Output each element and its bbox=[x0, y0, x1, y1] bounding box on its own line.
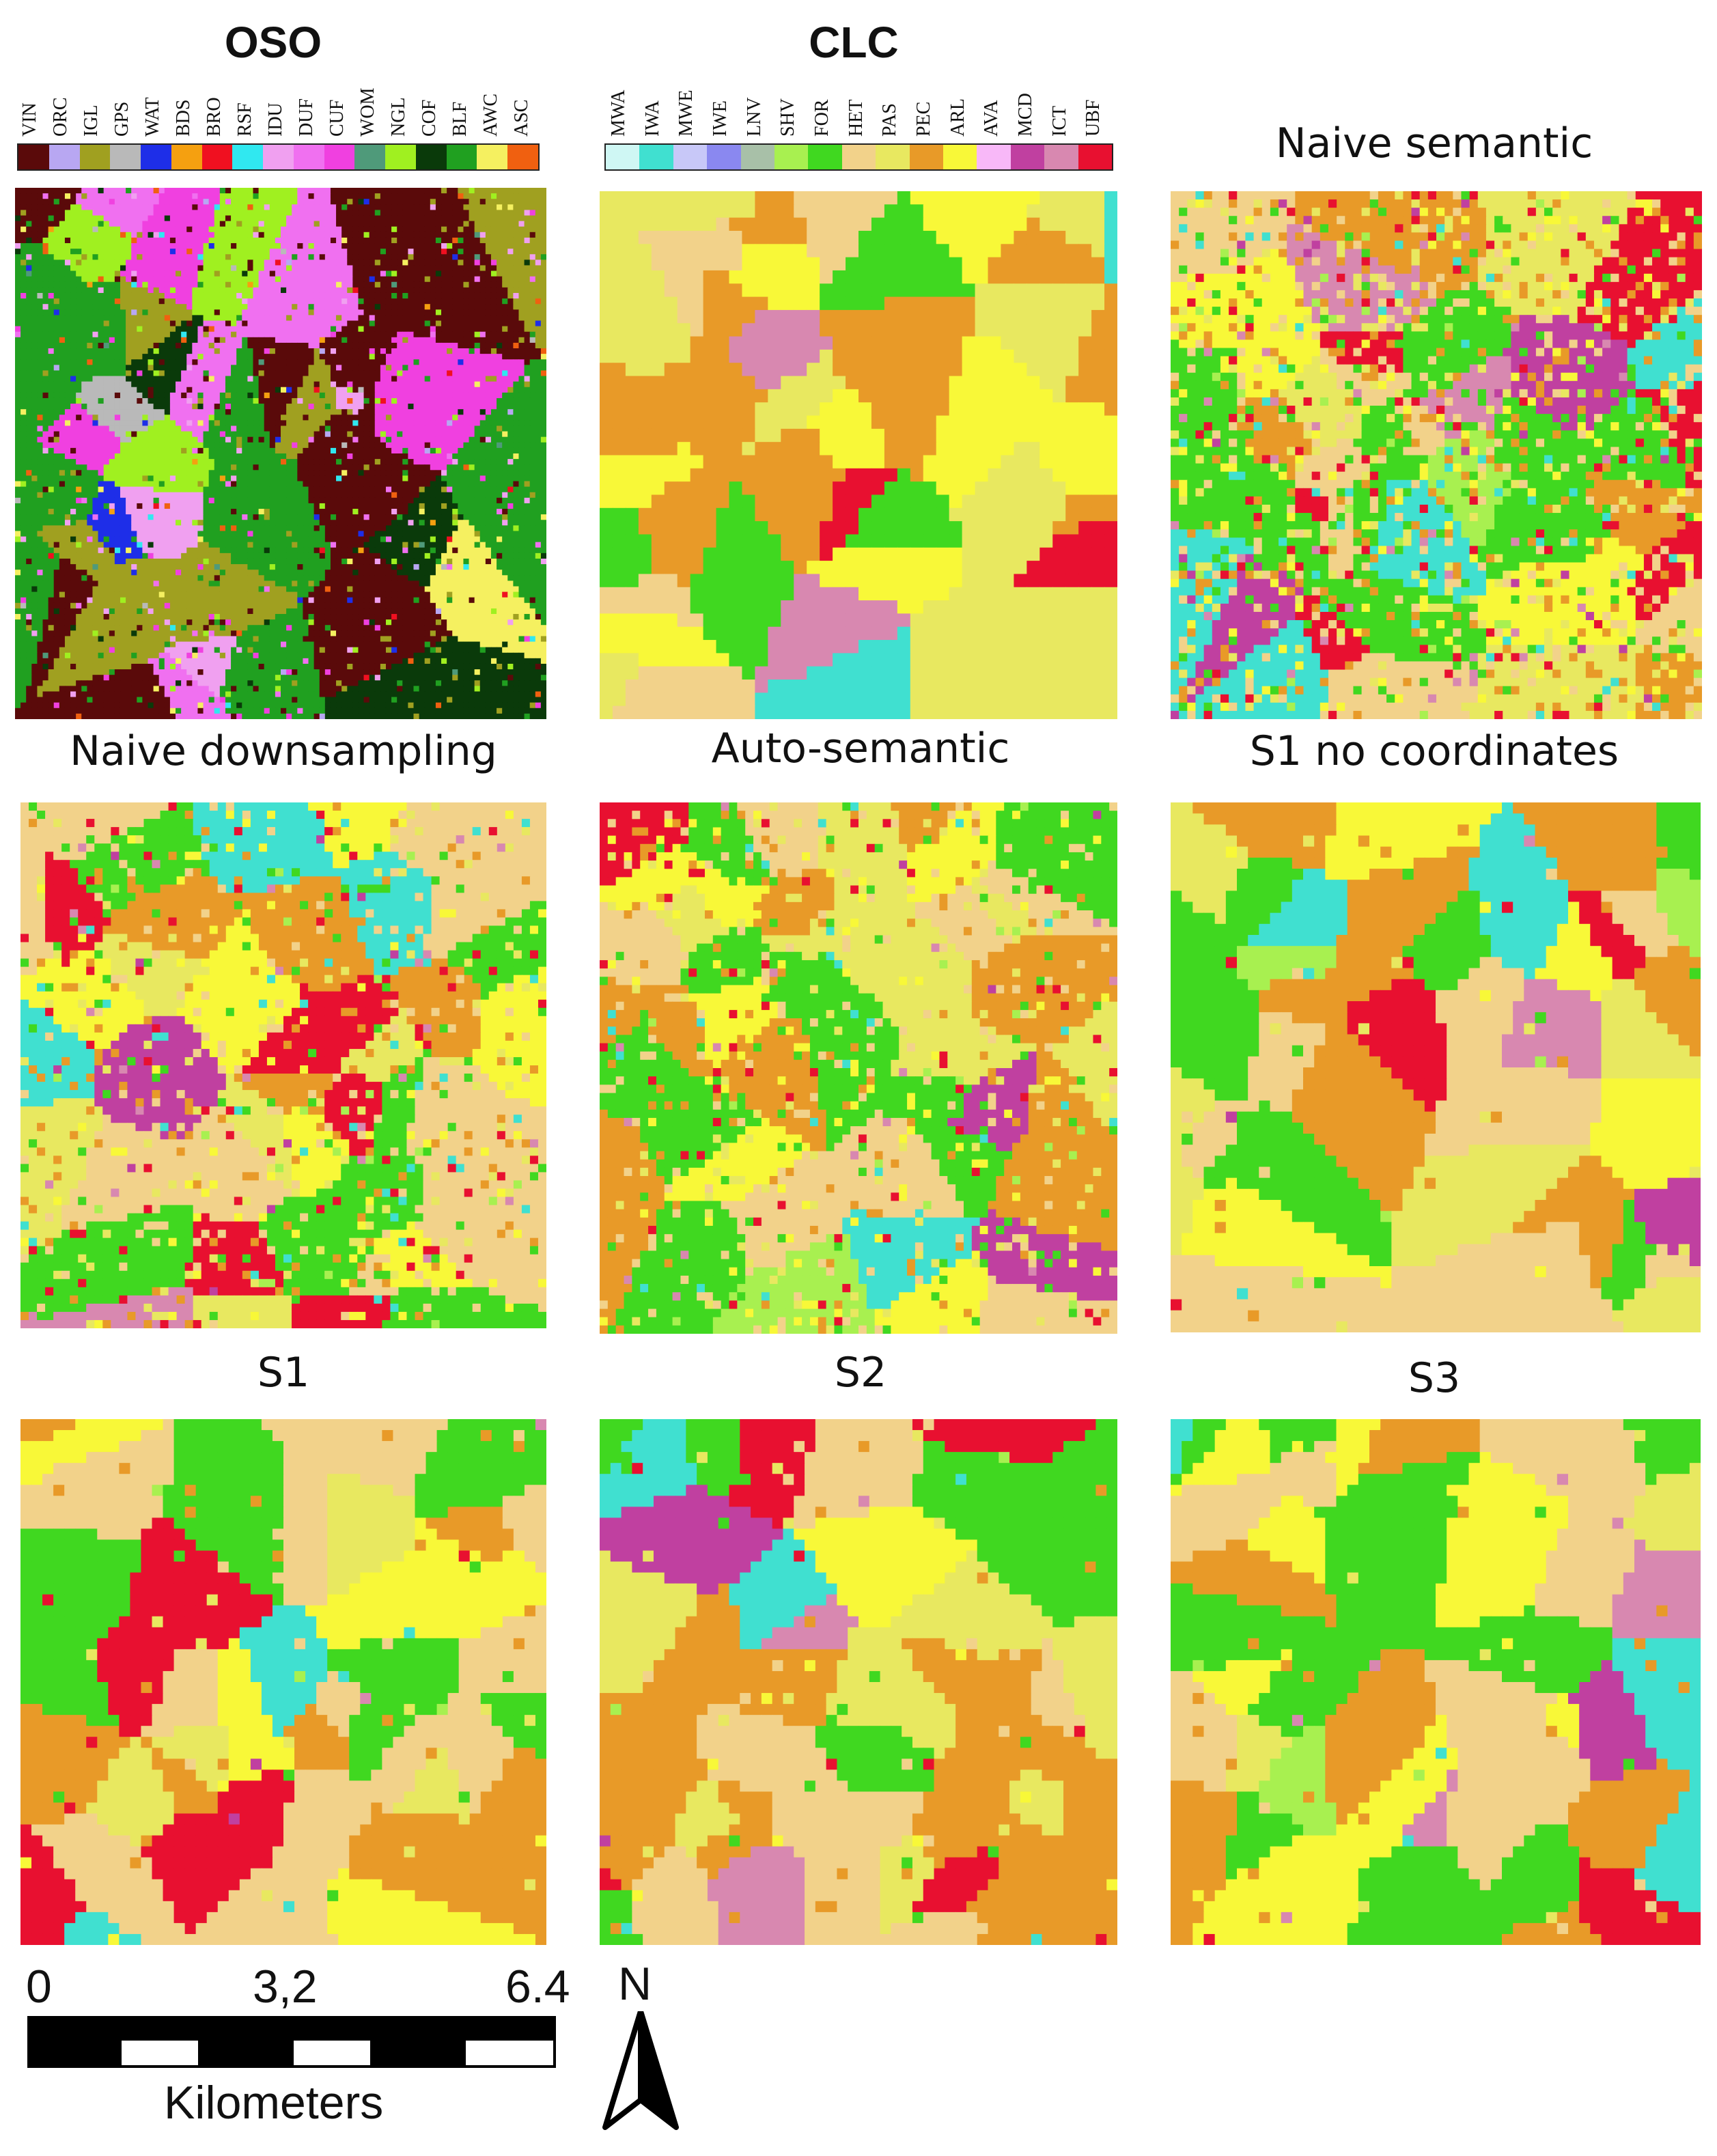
legend-label-rsf: RSF bbox=[234, 102, 256, 137]
clc-title: CLC bbox=[785, 20, 922, 64]
legend-swatch-rsf bbox=[232, 145, 264, 169]
auto-semantic-map bbox=[600, 802, 1117, 1334]
legend-swatch-igl bbox=[79, 145, 111, 169]
legend-label-pas: PAS bbox=[879, 103, 901, 137]
legend-swatch-shv bbox=[774, 145, 809, 169]
legend-swatch-cuf bbox=[324, 145, 355, 169]
oso-legend: VIN ORC IGL GPS WAT BDS BRO RSF IDU DUF CUF WOM NGL C… bbox=[17, 68, 540, 178]
legend-swatch-gps bbox=[110, 145, 141, 169]
legend-label-wom: WOM bbox=[357, 87, 379, 137]
s1-map bbox=[20, 1419, 546, 1945]
legend-label-ngl: NGL bbox=[388, 97, 410, 137]
auto-semantic-title: Auto-semantic bbox=[601, 728, 1120, 769]
north-label: N bbox=[618, 1957, 652, 2011]
naive-semantic-title: Naive semantic bbox=[1171, 123, 1697, 164]
legend-swatch-bds bbox=[171, 145, 202, 169]
legend-label-igl: IGL bbox=[81, 104, 102, 137]
legend-swatch-orc bbox=[48, 145, 80, 169]
legend-swatch-bro bbox=[201, 145, 233, 169]
legend-label-pec: PEC bbox=[913, 102, 935, 137]
legend-swatch-blf bbox=[446, 145, 477, 169]
legend-swatch-cof bbox=[415, 145, 447, 169]
legend-label-orc: ORC bbox=[50, 97, 72, 137]
legend-swatch-mcd bbox=[1010, 145, 1045, 169]
legend-label-mcd: MCD bbox=[1015, 93, 1037, 137]
legend-swatch-wat bbox=[141, 145, 171, 169]
legend-swatch-pas bbox=[876, 145, 910, 169]
scale-bar bbox=[27, 2016, 556, 2068]
legend-label-blf: BLF bbox=[449, 102, 471, 137]
s3-title: S3 bbox=[1171, 1358, 1697, 1399]
scale-tick-max: 6.4 bbox=[505, 1960, 570, 2013]
legend-swatch-ict bbox=[1044, 145, 1078, 169]
s2-map bbox=[600, 1419, 1117, 1945]
legend-label-duf: DUF bbox=[296, 98, 318, 137]
legend-label-lnv: LNV bbox=[744, 97, 766, 137]
legend-label-iwa: IWA bbox=[642, 100, 664, 137]
s3-map bbox=[1171, 1419, 1701, 1945]
naive-downsampling-title: Naive downsampling bbox=[20, 731, 546, 772]
legend-label-bro: BRO bbox=[204, 97, 225, 137]
legend-swatch-idu bbox=[263, 145, 294, 169]
legend-label-asc: ASC bbox=[511, 100, 533, 137]
legend-swatch-ngl bbox=[385, 145, 416, 169]
legend-swatch-pec bbox=[909, 145, 944, 169]
scale-tick-mid: 3,2 bbox=[253, 1960, 318, 2013]
legend-label-cof: COF bbox=[419, 100, 441, 137]
legend-label-idu: IDU bbox=[265, 102, 287, 137]
naive-semantic-map bbox=[1171, 191, 1702, 719]
s1-no-coordinates-title: S1 no coordinates bbox=[1171, 731, 1697, 772]
oso-map bbox=[15, 188, 546, 719]
legend-label-vin: VIN bbox=[19, 102, 41, 137]
legend-label-wat: WAT bbox=[142, 97, 164, 137]
legend-swatch-wom bbox=[354, 145, 386, 169]
oso-title: OSO bbox=[205, 20, 341, 64]
s1-title: S1 bbox=[20, 1352, 546, 1393]
legend-label-mwe: MWE bbox=[675, 90, 697, 137]
legend-label-gps: GPS bbox=[111, 102, 133, 137]
naive-downsampling-map bbox=[20, 802, 546, 1328]
legend-swatch-arl bbox=[943, 145, 977, 169]
legend-label-het: HET bbox=[846, 100, 867, 137]
legend-swatch-mwe bbox=[673, 145, 708, 169]
legend-swatch-mwa bbox=[606, 145, 640, 169]
legend-label-mwa: MWA bbox=[608, 90, 630, 137]
legend-label-shv: SHV bbox=[777, 98, 799, 137]
legend-swatch-het bbox=[841, 145, 876, 169]
legend-swatch-for bbox=[808, 145, 842, 169]
legend-label-cuf: CUF bbox=[326, 100, 348, 137]
legend-swatch-iwa bbox=[639, 145, 673, 169]
scale-tick-0: 0 bbox=[26, 1960, 52, 2013]
legend-swatch-lnv bbox=[740, 145, 775, 169]
legend-swatch-vin bbox=[18, 145, 49, 169]
legend-swatch-awc bbox=[477, 145, 508, 169]
legend-label-for: FOR bbox=[811, 100, 833, 137]
legend-swatch-ubf bbox=[1078, 145, 1113, 169]
scale-unit: Kilometers bbox=[164, 2076, 383, 2129]
clc-map bbox=[600, 191, 1117, 719]
legend-swatch-asc bbox=[507, 145, 539, 169]
legend-swatch-ava bbox=[977, 145, 1011, 169]
s1-no-coordinates-map bbox=[1171, 802, 1701, 1332]
legend-label-ava: AVA bbox=[981, 100, 1003, 137]
legend-label-bds: BDS bbox=[173, 100, 195, 137]
legend-label-ict: ICT bbox=[1049, 106, 1071, 137]
legend-label-iwe: IWE bbox=[710, 100, 731, 137]
legend-label-arl: ARL bbox=[947, 98, 969, 137]
clc-legend: MWA IWA MWE IWE LNV SHV FOR HET PAS PEC ARL AVA MCD I… bbox=[604, 68, 1113, 178]
legend-swatch-iwe bbox=[707, 145, 741, 169]
north-arrow-icon bbox=[602, 2011, 679, 2130]
legend-swatch-duf bbox=[293, 145, 324, 169]
s2-title: S2 bbox=[601, 1352, 1120, 1393]
legend-label-awc: AWC bbox=[480, 94, 502, 137]
legend-label-ubf: UBF bbox=[1083, 100, 1104, 137]
